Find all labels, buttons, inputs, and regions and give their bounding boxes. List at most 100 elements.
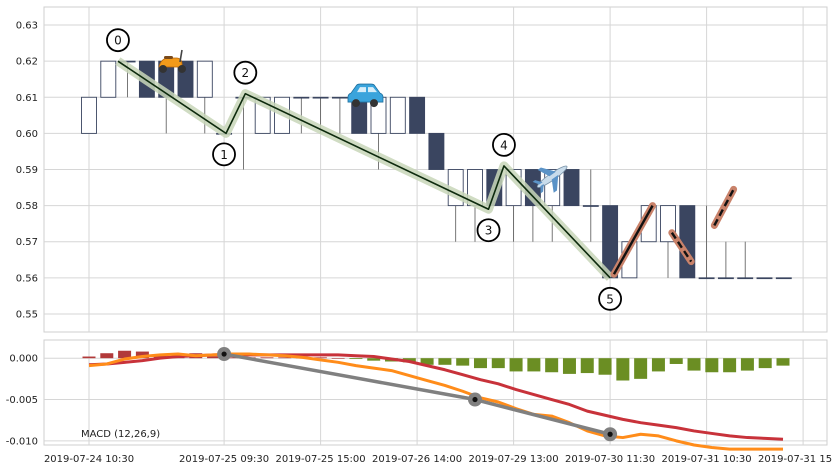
projection-segment — [668, 229, 695, 266]
wave-label-5: 5 — [598, 286, 622, 311]
car-wheel — [369, 99, 378, 108]
wave-label-0: 0 — [106, 28, 130, 53]
xtick-label: 2019-07-25 15:00 — [276, 454, 366, 465]
macd-hist-bar — [207, 356, 221, 359]
candle — [563, 169, 580, 207]
scooter-handle — [179, 49, 183, 63]
macd-line — [88, 352, 783, 451]
candle-body-up — [737, 277, 754, 280]
wave-line — [117, 60, 611, 279]
car-wheel — [351, 99, 360, 108]
price-ytick-label: 0.57 — [16, 237, 38, 248]
wave-label-circle — [233, 60, 258, 85]
macd-panel: 0.000 -0.005 -0.010 — [6, 339, 828, 451]
macd-hist-bar — [224, 357, 238, 359]
macd-hist-bar — [438, 358, 452, 365]
candle — [196, 60, 213, 134]
projection-line — [670, 232, 693, 263]
wave-label-circle — [212, 142, 236, 167]
price-ytick-label: 0.60 — [16, 129, 38, 140]
divergence-point-dot — [607, 431, 613, 437]
wave-label-1: 1 — [212, 142, 236, 167]
candle — [737, 241, 754, 280]
scooter-wheel — [158, 64, 167, 73]
macd-hist-bar — [669, 358, 683, 364]
wave-label-circle — [598, 286, 622, 311]
candle — [81, 96, 97, 134]
scooter-body — [158, 57, 183, 68]
wave-label-text: 0 — [114, 34, 122, 48]
macd-hist-bar — [331, 358, 345, 359]
airplane-icon — [532, 165, 568, 194]
macd-hist-bar — [420, 358, 434, 365]
projection-segment — [610, 202, 657, 278]
macd-hist-bar — [260, 357, 274, 359]
wave-label-text: 5 — [606, 292, 614, 306]
macd-hist-bar — [562, 358, 576, 374]
xtick-label: 2019-07-29 13:00 — [469, 454, 559, 465]
macd-hist-bar — [509, 358, 523, 372]
car-body — [347, 83, 384, 103]
macd-hist-bar — [349, 358, 363, 360]
macd-hist-bar — [634, 358, 648, 379]
candle — [756, 277, 773, 280]
macd-hist-bar — [776, 358, 790, 366]
candle — [331, 96, 348, 134]
macd-hist-bar — [687, 358, 701, 371]
xtick-label: 2019-07-25 09:30 — [179, 454, 269, 465]
xtick-label: 2019-07-31 15:00 — [758, 454, 833, 465]
macd-hist-bar — [278, 357, 292, 359]
macd-frame — [43, 339, 828, 446]
xtick-label: 2019-07-26 14:00 — [372, 454, 462, 465]
x-axis: 2019-07-24 10:30 2019-07-25 09:30 2019-07-… — [44, 454, 833, 465]
xtick-label: 2019-07-30 11:30 — [565, 454, 655, 465]
wave-label-circle — [476, 218, 501, 243]
macd-label: MACD (12,26,9) — [81, 429, 160, 440]
macd-hist-bar — [313, 357, 327, 359]
xtick-label: 2019-07-24 10:30 — [44, 454, 134, 465]
wave-label-text: 2 — [242, 66, 250, 80]
macd-hist-bar — [491, 358, 505, 369]
wave-label-circle — [492, 132, 516, 157]
projection-line — [713, 188, 735, 227]
projection-segment — [710, 185, 738, 229]
macd-hist-bar — [118, 350, 132, 359]
projection-line — [612, 205, 654, 275]
car-icon — [347, 83, 384, 108]
price-panel: 0.55 0.56 0.57 0.58 0.59 0.60 0.61 0.62 0.63 0 1 2 3… — [16, 6, 828, 333]
macd-hist-bar — [135, 351, 149, 359]
price-ytick-label: 0.63 — [16, 21, 38, 32]
signal-line — [88, 353, 784, 441]
price-ytick-label: 0.62 — [16, 57, 38, 68]
candle-body-up — [756, 277, 773, 280]
macd-ytick-label: -0.005 — [6, 395, 38, 406]
scooter-seat — [163, 55, 173, 59]
candle — [409, 96, 426, 134]
divergence-point — [217, 347, 232, 362]
divergence-point-dot — [472, 396, 478, 403]
candle — [582, 169, 599, 242]
wave-label-text: 1 — [220, 148, 228, 162]
macd-hist-bar — [100, 353, 114, 359]
divergence-point — [603, 427, 618, 442]
macd-hist-bar — [473, 358, 487, 369]
macd-hist-bar — [740, 358, 754, 371]
candle — [775, 277, 792, 280]
candle-body-up — [698, 277, 715, 280]
candle-body-up — [582, 205, 599, 207]
candle — [447, 169, 464, 242]
macd-hist-bar — [367, 358, 381, 361]
macd-hist-bar — [723, 358, 737, 373]
wave-label-circle — [106, 28, 130, 53]
candle — [660, 205, 676, 278]
macd-hist-bar — [545, 358, 559, 373]
plane-tail — [532, 180, 544, 194]
xtick-label: 2019-07-31 10:30 — [662, 454, 752, 465]
candle-body-up — [293, 96, 310, 99]
wave-label-3: 3 — [476, 218, 501, 243]
plane-shape — [532, 165, 568, 194]
macd-hist-bar — [651, 358, 665, 372]
macd-hist-bar — [616, 358, 630, 381]
macd-hist-bar — [705, 358, 719, 373]
